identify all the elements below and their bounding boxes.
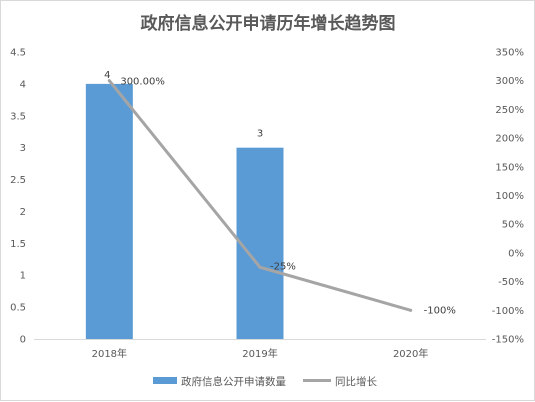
x-tick-label: 2019年 <box>242 347 277 360</box>
y-right-tick-label: 0% <box>508 248 524 259</box>
y-right-tick-label: -150% <box>492 335 524 346</box>
legend-label-line: 同比增长 <box>335 375 377 388</box>
y-left-tick-label: 4.5 <box>10 48 26 59</box>
line-point <box>409 308 413 312</box>
y-right-tick-label: -50% <box>498 277 524 288</box>
data-labels: 4 3 300.00% -25% -100% <box>104 70 456 316</box>
y-left-tick-label: 3.5 <box>10 111 26 122</box>
line-series <box>107 79 413 312</box>
line-point <box>107 79 111 83</box>
y-left-tick-label: 2 <box>20 207 26 218</box>
y-right-tick-label: 200% <box>495 134 524 145</box>
y-left-tick-label: 0.5 <box>10 303 26 314</box>
y-left-tick-label: 1.5 <box>10 239 26 250</box>
bar-data-label: 3 <box>257 129 263 140</box>
bar <box>236 147 284 339</box>
line-point <box>258 265 262 269</box>
y-right-tick-label: 350% <box>495 48 524 59</box>
y-left-tick-label: 0 <box>20 335 26 346</box>
y-right-tick-label: 250% <box>495 105 524 116</box>
x-tick-label: 2020年 <box>393 347 428 360</box>
y-left-tick-label: 4 <box>20 79 26 90</box>
y-right-tick-label: 50% <box>502 220 524 231</box>
legend-label-bar: 政府信息公开申请数量 <box>181 375 286 388</box>
y-left-tick-label: 1 <box>20 271 26 282</box>
bar <box>85 83 133 339</box>
y-right-tick-label: 150% <box>495 162 524 173</box>
y-left-tick-label: 3 <box>20 143 26 154</box>
y-right-tick-label: 300% <box>495 76 524 87</box>
axes: 0 0.5 1 1.5 2 2.5 3 3.5 4 4.5 -150% -100% -50% 0% 50% 1… <box>10 48 524 361</box>
line-data-label: -100% <box>424 305 456 316</box>
line-data-label: 300.00% <box>120 77 165 88</box>
y-left-tick-label: 2.5 <box>10 175 26 186</box>
y-right-tick-label: 100% <box>495 191 524 202</box>
legend: 政府信息公开申请数量 同比增长 <box>153 375 377 388</box>
bar-data-label: 4 <box>104 70 110 81</box>
line-data-label: -25% <box>270 261 296 272</box>
chart-title: 政府信息公开申请历年增长趋势图 <box>141 13 396 34</box>
x-tick-label: 2018年 <box>92 347 127 360</box>
y-right-tick-label: -100% <box>492 306 524 317</box>
bar-series <box>85 83 284 339</box>
legend-swatch-bar <box>153 377 177 384</box>
